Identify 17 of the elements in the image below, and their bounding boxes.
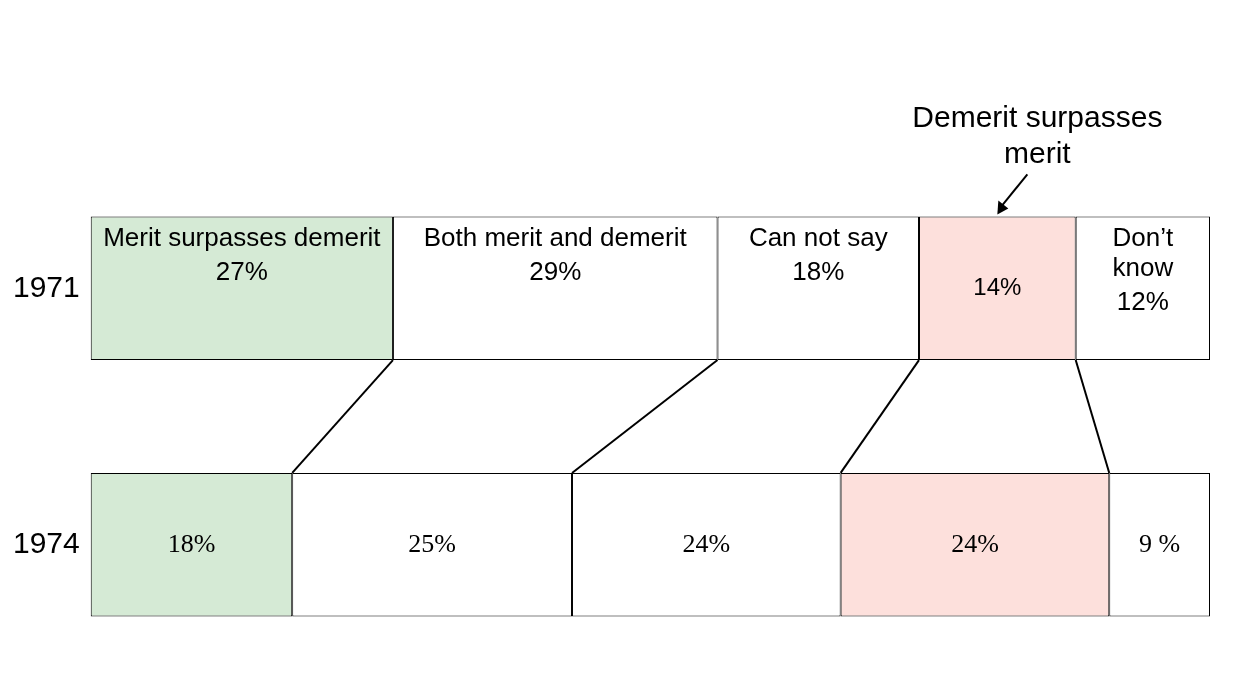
series-label: Can not say: [748, 221, 888, 252]
series-label: Both merit and demerit: [423, 221, 688, 252]
data-label: 25%: [408, 528, 456, 558]
data-label: 29%: [529, 255, 582, 286]
data-label: 27%: [215, 255, 268, 286]
data-label: 24%: [682, 528, 731, 558]
data-label: 18%: [167, 528, 216, 558]
y-tick-label: 1971: [12, 269, 80, 303]
series-label: Demerit surpasses merit: [912, 99, 1163, 169]
y-tick-label: 1974: [12, 526, 80, 560]
data-label: 18%: [792, 255, 845, 286]
data-label: 9 %: [1139, 528, 1181, 558]
data-label: 14%: [973, 272, 1022, 300]
data-label: 12%: [1116, 285, 1169, 316]
data-label: 24%: [951, 528, 999, 558]
series-label: Don’t know: [1112, 221, 1174, 282]
series-label: Merit surpasses demerit: [103, 221, 382, 252]
